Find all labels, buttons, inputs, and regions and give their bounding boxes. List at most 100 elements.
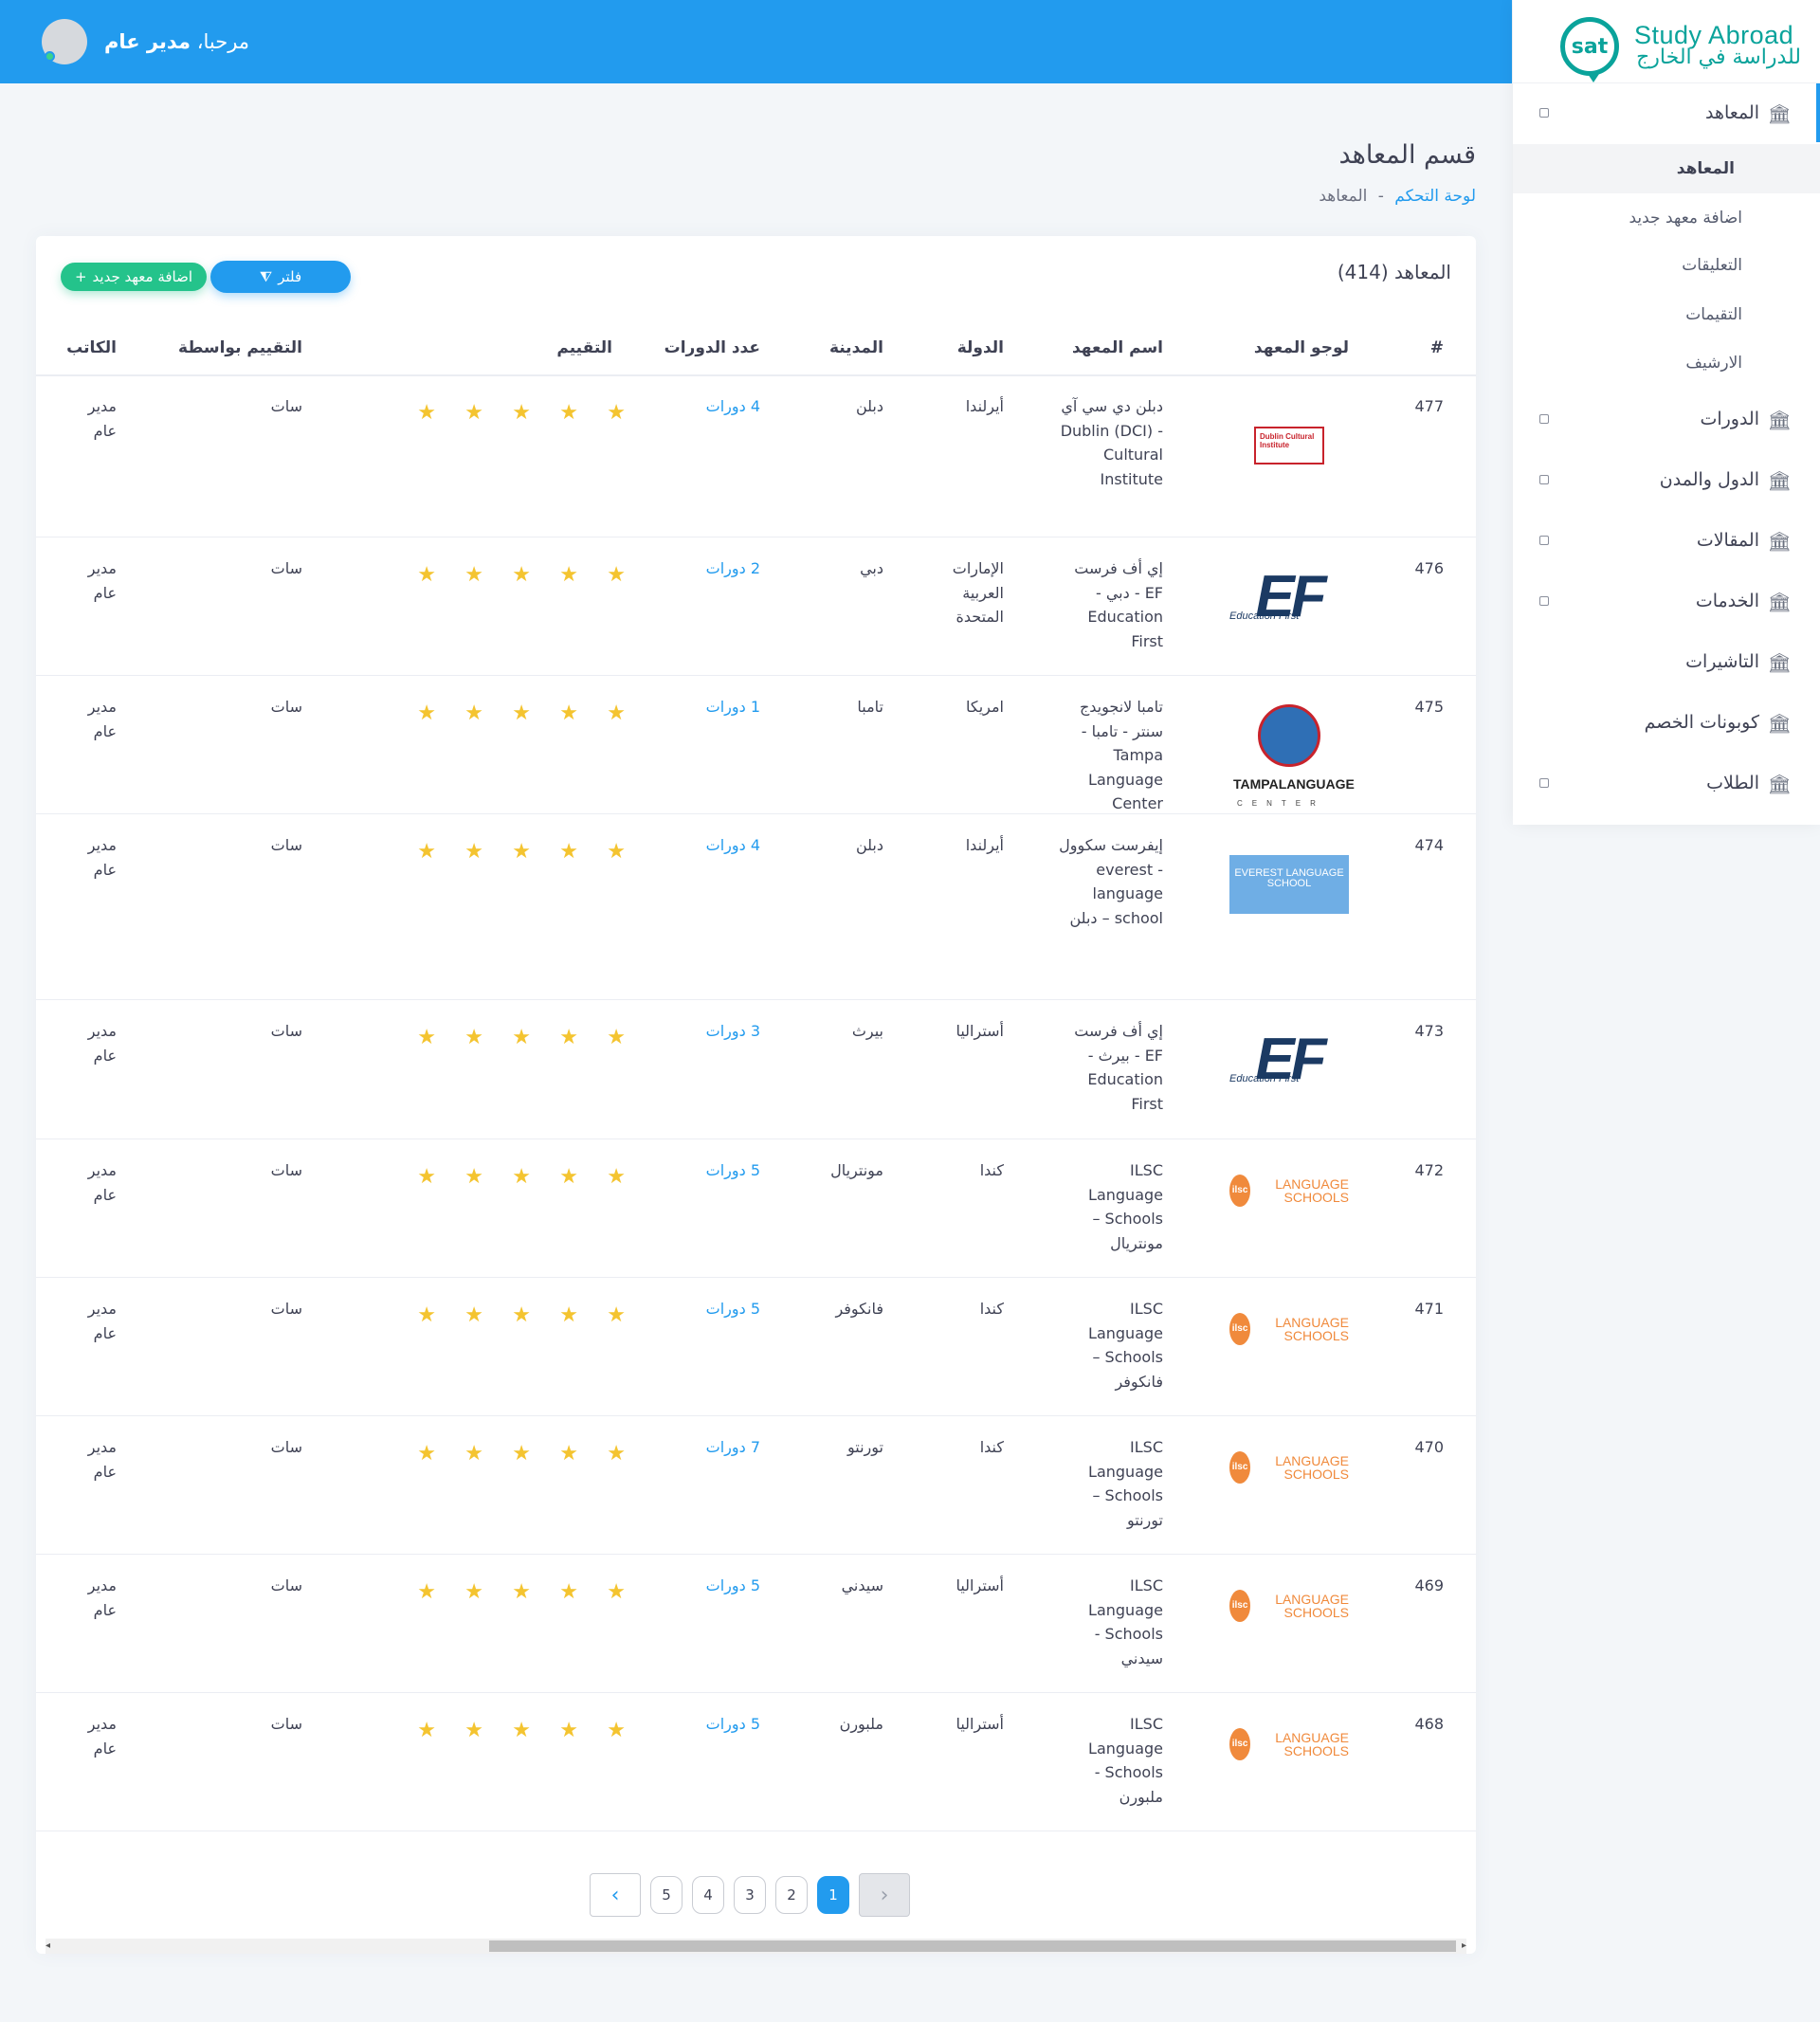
- logo-image: ilsc LANGUAGE SCHOOLS: [1229, 1168, 1349, 1213]
- sidebar-subitem-archive[interactable]: الارشيف: [1685, 354, 1742, 373]
- institute-name[interactable]: إي أف فرست EF - دبي - Education First: [1074, 559, 1163, 650]
- rated-by: سات: [270, 1438, 302, 1456]
- sidebar-subitem-add-institute[interactable]: اضافة معهد جديد: [1629, 209, 1742, 228]
- card-title: المعاهد (414): [1337, 261, 1451, 283]
- pagination-prev-button[interactable]: ‹: [590, 1873, 641, 1917]
- sidebar-item-institutes[interactable]: 🏛 المعاهد: [1513, 83, 1820, 142]
- bank-icon: 🏛: [1767, 773, 1792, 795]
- courses-count-link[interactable]: 5 دورات: [705, 1576, 760, 1594]
- pagination-page-3[interactable]: 3: [734, 1876, 766, 1914]
- star-icon: ★: [559, 401, 578, 425]
- sidebar-subitem-ratings[interactable]: التقيمات: [1685, 305, 1742, 324]
- star-icon: ★: [607, 701, 626, 725]
- bank-icon: 🏛: [1767, 469, 1792, 492]
- sidebar-item-countries[interactable]: 🏛 الدول والمدن: [1513, 461, 1820, 499]
- pagination-page-1[interactable]: 1: [817, 1876, 849, 1914]
- pagination-page-5[interactable]: 5: [650, 1876, 682, 1914]
- courses-count-link[interactable]: 3 دورات: [705, 1022, 760, 1040]
- institute-logo: EF Education First: [1229, 566, 1349, 649]
- star-icon: ★: [512, 701, 531, 725]
- sidebar-item-services[interactable]: 🏛 الخدمات: [1513, 582, 1820, 620]
- institute-name[interactable]: ILSC Language Schools – مونتريال: [1088, 1161, 1163, 1252]
- sidebar-item-coupons[interactable]: 🏛 كوبونات الخصم: [1513, 703, 1820, 741]
- logo-ef-mark: EF: [1255, 1027, 1326, 1092]
- author: مدير عام: [87, 1161, 117, 1204]
- institute-name[interactable]: ILSC Language Schools - ملبورن: [1088, 1715, 1163, 1806]
- institute-name[interactable]: ILSC Language Schools – تورنتو: [1088, 1438, 1163, 1529]
- institute-name[interactable]: تامبا لانجويدج سنتر - تامبا - Tampa Lang…: [1079, 698, 1163, 812]
- scroll-right-icon[interactable]: ▸: [1461, 1940, 1466, 1951]
- chevron-right-icon: ›: [880, 1883, 889, 1907]
- courses-count-link[interactable]: 4 دورات: [705, 397, 760, 415]
- table-row: 474 EVEREST LANGUAGE SCHOOL إيفرست سكوول -…: [36, 814, 1476, 1000]
- institute-country: أستراليا: [956, 1715, 1004, 1733]
- column-header-courses: عدد الدورات: [664, 338, 760, 357]
- rated-by: سات: [270, 836, 302, 854]
- sidebar-item-label: كوبونات الخصم: [1644, 712, 1759, 733]
- logo-ilsc: ilsc LANGUAGE SCHOOLS: [1229, 1172, 1349, 1210]
- user-menu[interactable]: مرحبا، مدير عام: [42, 19, 249, 64]
- courses-count-link[interactable]: 2 دورات: [705, 559, 760, 577]
- courses-count-link[interactable]: 5 دورات: [705, 1161, 760, 1179]
- table-row: 468 ilsc LANGUAGE SCHOOLS ILSC Language Sch…: [36, 1693, 1476, 1831]
- star-icon: ★: [417, 1165, 436, 1189]
- institute-name[interactable]: دبلن دي سي آي - (DCI) Dublin Cultural In…: [1060, 397, 1163, 488]
- filter-button[interactable]: فلتر ⧩: [210, 261, 351, 293]
- sidebar-item-courses[interactable]: 🏛 الدورات: [1513, 400, 1820, 438]
- sidebar-subitem-institutes[interactable]: المعاهد: [1513, 144, 1820, 193]
- courses-count-link[interactable]: 7 دورات: [705, 1438, 760, 1456]
- pagination-next-button[interactable]: ›: [859, 1873, 910, 1917]
- institute-logo: ilsc LANGUAGE SCHOOLS: [1229, 1306, 1349, 1352]
- sidebar-item-label: المعاهد: [1705, 102, 1759, 123]
- row-id: 470: [1414, 1438, 1444, 1456]
- sidebar-item-students[interactable]: 🏛 الطلاب: [1513, 764, 1820, 802]
- institute-logo: ilsc LANGUAGE SCHOOLS: [1229, 1721, 1349, 1767]
- table-row: 476 EF Education First إي أف فرست EF - دبي …: [36, 537, 1476, 676]
- logo-ilsc: ilsc LANGUAGE SCHOOLS: [1229, 1587, 1349, 1625]
- logo-image: EF Education First: [1229, 1029, 1349, 1112]
- scroll-left-icon[interactable]: ◂: [46, 1940, 51, 1951]
- star-icon: ★: [559, 1165, 578, 1189]
- star-icon: ★: [512, 401, 531, 425]
- institute-name[interactable]: ILSC Language Schools - سيدني: [1088, 1576, 1163, 1667]
- bank-icon: 🏛: [1767, 591, 1792, 613]
- institute-city: فانكوفر: [835, 1300, 883, 1318]
- avatar[interactable]: [42, 19, 87, 64]
- rating-stars: ★ ★ ★ ★ ★: [389, 563, 626, 587]
- sidebar-item-visas[interactable]: 🏛 التاشيرات: [1513, 643, 1820, 681]
- star-icon: ★: [512, 1026, 531, 1049]
- horizontal-scrollbar[interactable]: ◂ ▸: [46, 1939, 1466, 1954]
- institute-city: تامبا: [857, 698, 883, 716]
- institute-name[interactable]: ILSC Language Schools – فانكوفر: [1088, 1300, 1163, 1391]
- bank-icon: 🏛: [1767, 530, 1792, 553]
- logo-ilsc-badge: ilsc: [1229, 1728, 1251, 1760]
- courses-count-link[interactable]: 1 دورات: [705, 698, 760, 716]
- globe-icon: [1258, 704, 1320, 767]
- pagination-page-2[interactable]: 2: [775, 1876, 808, 1914]
- logo-ilsc-text: LANGUAGE SCHOOLS: [1275, 1453, 1349, 1482]
- rating-stars: ★ ★ ★ ★ ★: [389, 701, 626, 725]
- institute-name[interactable]: إي أف فرست EF - بيرث - Education First: [1074, 1022, 1163, 1113]
- brand-pin-text: sat: [1571, 34, 1609, 59]
- courses-count-link[interactable]: 5 دورات: [705, 1300, 760, 1318]
- star-icon: ★: [607, 563, 626, 587]
- pagination-page-4[interactable]: 4: [692, 1876, 724, 1914]
- star-icon: ★: [607, 1442, 626, 1466]
- star-icon: ★: [417, 701, 436, 725]
- scrollbar-thumb[interactable]: [489, 1940, 1456, 1952]
- add-institute-button[interactable]: اضافة معهد جديد +: [61, 263, 207, 291]
- courses-count-link[interactable]: 4 دورات: [705, 836, 760, 854]
- star-icon: ★: [464, 1165, 483, 1189]
- institute-name[interactable]: إيفرست سكوول - everest language school –…: [1059, 836, 1163, 927]
- sidebar-item-articles[interactable]: 🏛 المقالات: [1513, 521, 1820, 559]
- institute-logo: EVEREST LANGUAGE SCHOOL: [1229, 843, 1349, 926]
- column-header-rating: التقييم: [556, 338, 612, 357]
- brand-logo[interactable]: sat Study Abroad للدراسة في الخارج: [1513, 0, 1820, 83]
- star-icon: ★: [417, 840, 436, 864]
- courses-count-link[interactable]: 5 دورات: [705, 1715, 760, 1733]
- breadcrumb-home-link[interactable]: لوحة التحكم: [1394, 187, 1476, 206]
- star-icon: ★: [607, 1580, 626, 1604]
- sidebar-subitem-comments[interactable]: التعليقات: [1682, 256, 1742, 275]
- author: مدير عام: [87, 836, 117, 879]
- star-icon: ★: [417, 1719, 436, 1742]
